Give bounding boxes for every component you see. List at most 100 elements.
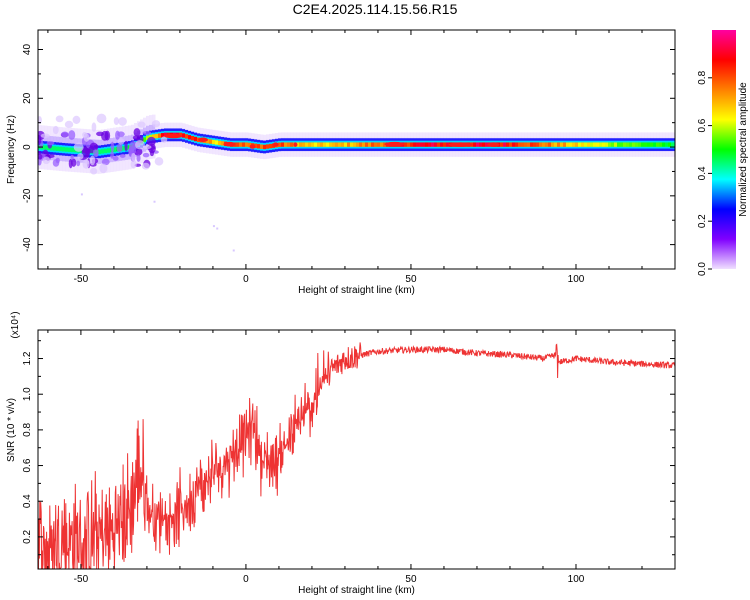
heatmap-blob xyxy=(83,133,90,142)
heatmap-blob xyxy=(151,120,161,128)
heatmap-cell xyxy=(482,142,486,147)
heatmap-cell xyxy=(440,142,444,147)
heatmap-cell xyxy=(578,142,582,147)
heatmap-blob xyxy=(124,140,128,152)
heatmap-cell xyxy=(518,142,522,147)
snr-plot-area xyxy=(38,342,675,569)
snr-frame xyxy=(37,329,676,570)
heatmap-blob xyxy=(38,116,42,125)
heatmap-cell xyxy=(515,142,519,147)
heatmap-cell xyxy=(476,142,480,147)
heatmap-cell xyxy=(437,142,441,147)
x-tick-label: 100 xyxy=(568,574,585,585)
y-tick-label: 1.0 xyxy=(22,387,33,401)
heatmap-cell xyxy=(302,142,306,147)
heatmap-blob xyxy=(77,153,84,160)
y-tick-label: 0.4 xyxy=(22,494,33,508)
x-tick-label: -50 xyxy=(74,274,89,285)
heatmap-blob xyxy=(137,121,146,128)
heatmap-cell xyxy=(194,136,198,142)
heatmap-cell xyxy=(374,142,378,147)
heatmap-cell xyxy=(542,142,546,147)
heatmap-blob xyxy=(154,157,164,166)
heatmap-cell xyxy=(599,142,603,147)
heatmap-cell xyxy=(548,142,552,147)
heatmap-cell xyxy=(107,148,111,153)
heatmap-cell xyxy=(44,145,48,150)
heatmap-cell xyxy=(152,134,156,139)
heatmap-cell xyxy=(554,142,558,147)
heatmap-cell xyxy=(209,139,213,144)
heatmap-cell xyxy=(329,142,333,147)
y-tick-label: 0.8 xyxy=(22,422,33,436)
heatmap-cell xyxy=(263,144,267,150)
heatmap-blob xyxy=(55,115,64,123)
heatmap-blob xyxy=(91,122,97,132)
heatmap-cell xyxy=(188,135,192,140)
heatmap-cell xyxy=(575,142,579,147)
heatmap-blob xyxy=(160,136,168,143)
spectrogram-panel: -50 0 50 100 40 20 0 -20 -40 Height of straight l… xyxy=(6,29,676,296)
heatmap-cell xyxy=(524,142,528,147)
colorbar-tick-label: 0.8 xyxy=(697,70,708,84)
heatmap-blob xyxy=(146,136,156,146)
x-tick-label: 50 xyxy=(405,274,417,285)
colorbar-tick-label: 0.0 xyxy=(697,262,708,276)
heatmap-cell xyxy=(260,144,264,149)
heatmap-peak xyxy=(487,142,500,147)
heatmap-cell xyxy=(155,133,159,139)
heatmap-cell xyxy=(206,138,210,144)
heatmap-blob xyxy=(38,151,42,155)
heatmap-cell xyxy=(521,142,525,147)
heatmap-cell xyxy=(410,142,414,147)
heatmap-cell xyxy=(254,143,258,149)
heatmap-cell xyxy=(563,142,567,147)
heatmap-blob xyxy=(68,130,76,140)
x-axis-label: Height of straight line (km) xyxy=(298,585,415,596)
heatmap-blob xyxy=(84,160,90,165)
heatmap-cell xyxy=(500,142,504,147)
x-axis-label: Height of straight line (km) xyxy=(298,285,415,296)
heatmap-cell xyxy=(185,134,189,139)
heatmap-cell xyxy=(485,142,489,147)
x-tick-label: 0 xyxy=(243,274,249,285)
heatmap-cell xyxy=(617,142,621,147)
x-tick-label: -50 xyxy=(74,574,89,585)
heatmap-cell xyxy=(248,142,252,148)
heatmap-cell xyxy=(326,142,330,147)
heatmap-blob xyxy=(90,167,98,175)
heatmap-peak xyxy=(448,142,473,147)
heatmap-cell xyxy=(566,142,570,147)
heatmap-blob xyxy=(127,147,134,154)
heatmap-blob xyxy=(117,138,125,145)
heatmap-cell xyxy=(602,142,606,147)
colorbar-gradient xyxy=(712,30,736,269)
heatmap-cell xyxy=(530,142,534,147)
heatmap-cell xyxy=(53,146,57,151)
heatmap-cell xyxy=(305,142,309,147)
heatmap-cell xyxy=(266,144,270,149)
heatmap-cell xyxy=(656,142,660,147)
heatmap-cell xyxy=(431,142,435,147)
heatmap-blob xyxy=(116,143,123,153)
heatmap-cell xyxy=(356,142,360,147)
heatmap-cell xyxy=(377,142,381,147)
heatmap-cell xyxy=(632,142,636,147)
heatmap-cell xyxy=(668,142,672,147)
colorbar: 0.0 0.2 0.4 0.6 0.8 Normalized spectral ampli… xyxy=(697,30,749,276)
heatmap-blob xyxy=(141,162,150,170)
colorbar-tick-label: 0.6 xyxy=(697,118,708,132)
heatmap-blob xyxy=(118,117,127,126)
heatmap-cell xyxy=(317,142,321,147)
heatmap-cell xyxy=(50,145,54,151)
heatmap-blob xyxy=(131,153,136,162)
heatmap-cell xyxy=(101,149,105,154)
colorbar-tick-label: 0.4 xyxy=(697,166,708,180)
heatmap-cell xyxy=(113,147,117,152)
heatmap-blob xyxy=(46,141,55,146)
heatmap-blob xyxy=(55,157,60,164)
heatmap-blob xyxy=(112,156,119,161)
heatmap-blob xyxy=(142,152,150,158)
heatmap-blob xyxy=(110,151,114,159)
heatmap-cell xyxy=(269,143,273,149)
